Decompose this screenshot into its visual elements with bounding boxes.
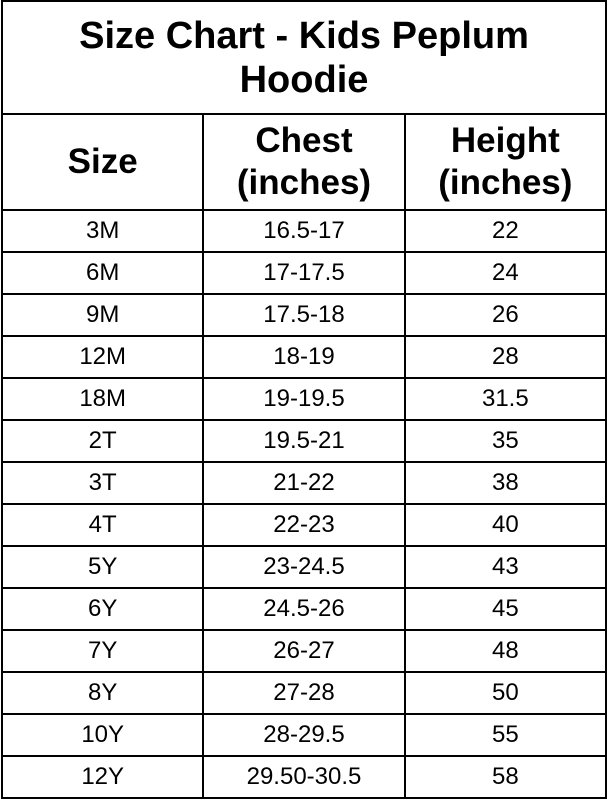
size-cell: 6M (0, 251, 205, 295)
header-height-line2: (inches) (438, 163, 573, 202)
chest-cell: 16.5-17 (202, 209, 406, 253)
chest-cell: 23-24.5 (202, 545, 406, 589)
chest-cell: 18-19 (202, 335, 406, 379)
chest-cell: 17-17.5 (202, 251, 406, 295)
table-row: 18M 19-19.5 31.5 (0, 377, 608, 421)
table-row: 3T 21-22 38 (0, 461, 608, 505)
height-cell: 50 (403, 671, 608, 715)
chest-cell: 28-29.5 (202, 713, 406, 757)
height-cell: 43 (403, 545, 608, 589)
table-row: 6Y 24.5-26 45 (0, 587, 608, 631)
table-row: 9M 17.5-18 26 (0, 293, 608, 337)
chest-cell: 24.5-26 (202, 587, 406, 631)
size-cell: 9M (0, 293, 205, 337)
height-cell: 35 (403, 419, 608, 463)
size-cell: 18M (0, 377, 205, 421)
height-cell: 48 (403, 629, 608, 673)
chest-cell: 21-22 (202, 461, 406, 505)
size-cell: 5Y (0, 545, 205, 589)
table-row: 7Y 26-27 48 (0, 629, 608, 673)
table-row: 5Y 23-24.5 43 (0, 545, 608, 589)
size-cell: 6Y (0, 587, 205, 631)
table-row: 4T 22-23 40 (0, 503, 608, 547)
table-title: Size Chart - Kids Peplum Hoodie (1, 0, 607, 115)
height-cell: 31.5 (403, 377, 608, 421)
table-row: 8Y 27-28 50 (0, 671, 608, 715)
size-cell: 3T (0, 461, 205, 505)
size-cell: 7Y (0, 629, 205, 673)
header-height: Height (inches) (403, 113, 608, 211)
height-cell: 55 (403, 713, 608, 757)
size-cell: 3M (0, 209, 205, 253)
chest-cell: 22-23 (202, 503, 406, 547)
size-cell: 8Y (0, 671, 205, 715)
chest-cell: 29.50-30.5 (202, 755, 406, 799)
table-row: 12M 18-19 28 (0, 335, 608, 379)
title-text: Size Chart - Kids Peplum Hoodie (79, 14, 529, 101)
height-cell: 28 (403, 335, 608, 379)
chest-cell: 17.5-18 (202, 293, 406, 337)
height-cell: 24 (403, 251, 608, 295)
size-cell: 10Y (0, 713, 205, 757)
chest-cell: 19-19.5 (202, 377, 406, 421)
height-cell: 58 (403, 755, 608, 799)
table-row: 10Y 28-29.5 55 (0, 713, 608, 757)
header-row: Size Chest (inches) Height (inches) (0, 113, 608, 211)
table-row: 3M 16.5-17 22 (0, 209, 608, 253)
header-chest-line1: Chest (255, 121, 353, 160)
header-size: Size (0, 113, 205, 211)
table-row: 2T 19.5-21 35 (0, 419, 608, 463)
size-cell: 2T (0, 419, 205, 463)
size-cell: 12Y (0, 755, 205, 799)
chest-cell: 26-27 (202, 629, 406, 673)
header-chest-line2: (inches) (236, 163, 372, 202)
header-size-label: Size (67, 142, 138, 181)
table-row: 6M 17-17.5 24 (0, 251, 608, 295)
height-cell: 26 (403, 293, 608, 337)
table-row: 12Y 29.50-30.5 58 (0, 755, 608, 799)
chest-cell: 27-28 (202, 671, 406, 715)
height-cell: 22 (403, 209, 608, 253)
header-height-line1: Height (450, 121, 560, 160)
height-cell: 40 (403, 503, 608, 547)
chest-cell: 19.5-21 (202, 419, 406, 463)
size-cell: 4T (0, 503, 205, 547)
height-cell: 45 (403, 587, 608, 631)
height-cell: 38 (403, 461, 608, 505)
size-cell: 12M (0, 335, 205, 379)
header-chest: Chest (inches) (202, 113, 406, 211)
